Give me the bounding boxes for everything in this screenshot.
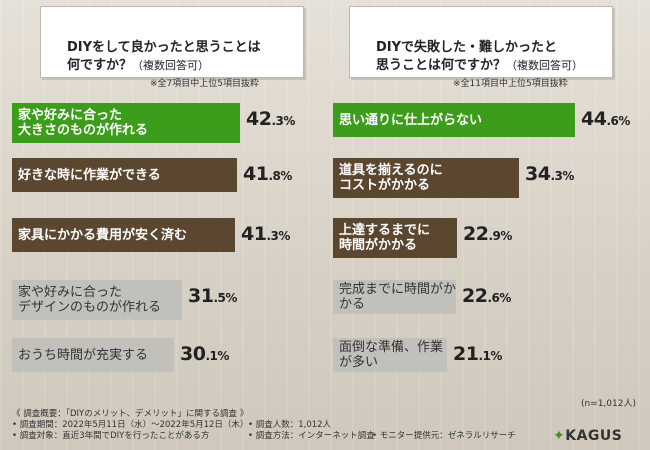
logo-text: KAGUS bbox=[565, 428, 623, 444]
kagus-logo: ✦KAGUS bbox=[553, 428, 622, 444]
right-bar-label-2: 道具を揃えるのに コストがかかる bbox=[339, 163, 443, 193]
survey-method: • 調査方法：インターネット調査 bbox=[248, 431, 375, 441]
left-bar-label-5: おうち時間が充実する bbox=[18, 347, 149, 363]
left-value-dec-2: .8% bbox=[268, 169, 292, 183]
right-bar-1: 思い通りに仕上がらない bbox=[333, 103, 575, 137]
right-value-4: 22.6% bbox=[462, 285, 511, 307]
right-value-dec-2: .3% bbox=[550, 169, 574, 183]
right-value-dec-1: .6% bbox=[606, 114, 630, 128]
leaf-icon: ✦ bbox=[553, 428, 566, 444]
right-bar-label-3: 上達するまでに 時間がかかる bbox=[339, 223, 431, 253]
right-value-int-1: 44 bbox=[581, 108, 607, 130]
left-value-int-3: 41 bbox=[241, 223, 267, 245]
left-value-dec-5: .1% bbox=[205, 349, 229, 363]
survey-title: 《 調査概要：「DIYのメリット、デメリット」に関する調査 》 bbox=[12, 409, 249, 419]
left-value-3: 41.3% bbox=[241, 223, 290, 245]
left-value-int-5: 30 bbox=[180, 343, 206, 365]
right-bar-4: 完成までに時間がかかる bbox=[333, 280, 456, 314]
survey-period: • 調査期間：2022年5月11日（水）～2022年5月12日（木） bbox=[12, 420, 249, 430]
left-value-dec-1: .3% bbox=[271, 114, 295, 128]
right-bar-3: 上達するまでに 時間がかかる bbox=[333, 218, 457, 258]
right-value-int-2: 34 bbox=[525, 163, 551, 185]
right-value-dec-4: .6% bbox=[487, 291, 511, 305]
right-bar-label-1: 思い通りに仕上がらない bbox=[339, 112, 483, 128]
left-bar-5: おうち時間が充実する bbox=[12, 338, 174, 372]
left-value-1: 42.3% bbox=[246, 108, 295, 130]
left-bar-2: 好きな時に作業ができる bbox=[12, 158, 237, 192]
left-note: ※全7項目中上位5項目抜粋 bbox=[150, 79, 259, 89]
right-question-card: DIYで失敗した・難しかったと 思うことは何ですか？（複数回答可） bbox=[349, 6, 613, 78]
left-bar-4: 家や好みに合った デザインのものが作れる bbox=[12, 280, 182, 320]
right-value-2: 34.3% bbox=[525, 163, 574, 185]
right-bar-label-5: 面倒な準備、作業が多い bbox=[339, 340, 444, 370]
right-value-3: 22.9% bbox=[463, 223, 512, 245]
left-bar-label-1: 家や好みに合った 大きさのものが作れる bbox=[18, 108, 149, 138]
left-bar-label-4: 家や好みに合った デザインのものが作れる bbox=[18, 285, 162, 315]
left-question-title: DIYをして良かったと思うことは 何ですか？ bbox=[67, 40, 261, 73]
left-question-card: DIYをして良かったと思うことは 何ですか？（複数回答可） bbox=[40, 6, 304, 78]
right-value-5: 21.1% bbox=[453, 343, 502, 365]
survey-count: • 調査人数：1,012人 bbox=[248, 420, 332, 430]
right-question-subtitle: （複数回答可） bbox=[506, 59, 584, 72]
right-value-int-4: 22 bbox=[462, 285, 488, 307]
right-bar-label-4: 完成までに時間がかかる bbox=[339, 282, 457, 312]
right-value-int-3: 22 bbox=[463, 223, 489, 245]
right-value-dec-5: .1% bbox=[478, 349, 502, 363]
right-value-int-5: 21 bbox=[453, 343, 479, 365]
left-value-dec-4: .5% bbox=[213, 291, 237, 305]
sample-size: (n=1,012人) bbox=[580, 399, 636, 409]
right-question-title: DIYで失敗した・難しかったと 思うことは何ですか？ bbox=[376, 40, 558, 73]
left-value-4: 31.5% bbox=[188, 285, 237, 307]
right-value-dec-3: .9% bbox=[488, 229, 512, 243]
right-bar-5: 面倒な準備、作業が多い bbox=[333, 338, 447, 372]
right-bar-2: 道具を揃えるのに コストがかかる bbox=[333, 158, 519, 198]
left-bar-label-3: 家具にかかる費用が安く済む bbox=[18, 227, 188, 243]
left-value-int-2: 41 bbox=[243, 163, 269, 185]
left-value-int-1: 42 bbox=[246, 108, 272, 130]
survey-target: • 調査対象：直近3年間でDIYを行ったことがある方 bbox=[12, 431, 210, 441]
left-value-int-4: 31 bbox=[188, 285, 214, 307]
left-question-subtitle: （複数回答可） bbox=[132, 59, 210, 72]
left-value-5: 30.1% bbox=[180, 343, 229, 365]
left-value-2: 41.8% bbox=[243, 163, 292, 185]
survey-provider: • モニター提供元：ゼネラルリサーチ bbox=[372, 431, 516, 441]
left-value-dec-3: .3% bbox=[266, 229, 290, 243]
left-bar-1: 家や好みに合った 大きさのものが作れる bbox=[12, 103, 240, 143]
left-bar-3: 家具にかかる費用が安く済む bbox=[12, 218, 235, 252]
right-value-1: 44.6% bbox=[581, 108, 630, 130]
left-bar-label-2: 好きな時に作業ができる bbox=[18, 167, 161, 183]
right-note: ※全11項目中上位5項目抜粋 bbox=[453, 79, 568, 89]
